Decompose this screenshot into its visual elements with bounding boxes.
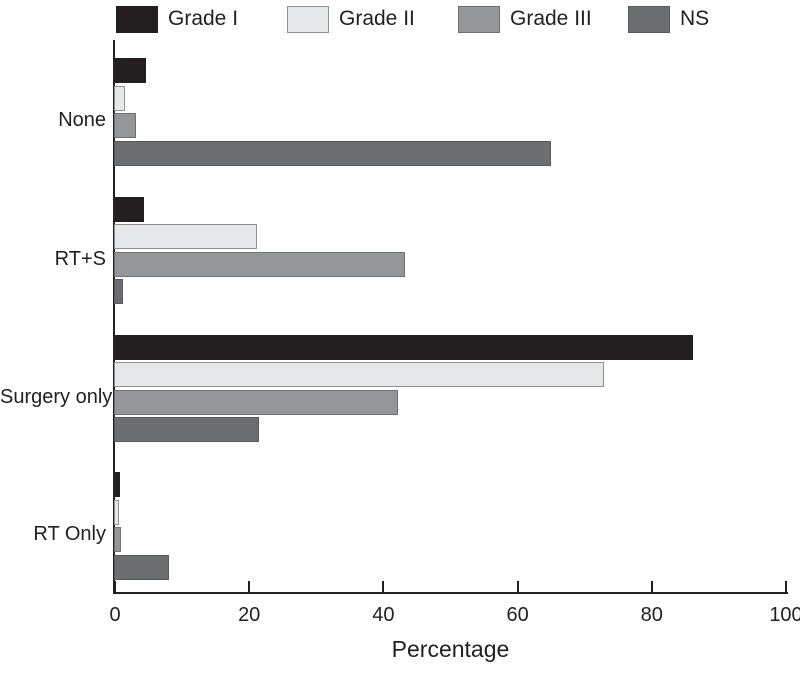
x-tick-mark: [650, 581, 653, 592]
x-axis-title: Percentage: [391, 636, 510, 662]
x-tick-label: 80: [640, 604, 663, 626]
category-label-rt+s: RT+S: [54, 247, 106, 270]
bar-rt+s-grade-iii: [114, 251, 406, 277]
bar-none-grade-i: [114, 58, 147, 83]
category-label-none: None: [58, 109, 106, 131]
legend-item-grade-i: Grade I: [116, 5, 238, 33]
legend-item-grade-iii: Grade III: [458, 5, 592, 33]
bar-surgery-only-grade-ii: [114, 362, 604, 388]
x-tick-mark: [785, 581, 787, 592]
bar-none-ns: [114, 140, 552, 166]
bar-rt+s-grade-i: [114, 196, 145, 222]
category-label-rt-only: RT Only: [33, 523, 106, 545]
legend-item-ns: NS: [628, 5, 709, 33]
legend-swatch-icon: [458, 5, 500, 33]
legend-label: NS: [680, 7, 710, 30]
bar-none-grade-ii: [114, 85, 126, 111]
bar-surgery-only-grade-iii: [114, 389, 398, 415]
bar-rt-only-grade-ii: [114, 499, 120, 525]
bar-surgery-only-grade-i: [114, 334, 694, 360]
x-axis-line: [113, 592, 788, 594]
legend-swatch-icon: [287, 5, 329, 33]
legend-label: Grade III: [510, 7, 592, 30]
legend-label: Grade I: [168, 7, 239, 30]
x-tick-label: 0: [109, 604, 121, 626]
bar-surgery-only-ns: [114, 417, 259, 443]
x-tick-mark: [248, 581, 251, 592]
x-tick-label: 20: [238, 604, 261, 626]
x-tick-label: 40: [372, 604, 395, 626]
legend-item-grade-ii: Grade II: [287, 5, 415, 33]
bar-rt-only-grade-i: [114, 472, 121, 497]
bar-none-grade-iii: [114, 113, 137, 139]
legend-label: Grade II: [339, 7, 415, 30]
x-tick-mark: [382, 581, 385, 592]
x-tick-label: 100: [769, 604, 800, 626]
bar-rt+s-grade-ii: [114, 224, 257, 250]
legend-swatch-icon: [116, 5, 158, 33]
bar-rt+s-ns: [114, 279, 124, 305]
x-tick-mark: [114, 581, 116, 592]
bar-rt-only-grade-iii: [114, 527, 122, 553]
bar-rt-only-ns: [114, 554, 170, 580]
x-tick-mark: [516, 581, 519, 592]
y-axis-line: [113, 40, 115, 594]
x-tick-label: 60: [506, 604, 529, 626]
legend-swatch-icon: [628, 5, 670, 33]
category-label-surgery-only: Surgery only: [0, 385, 113, 408]
